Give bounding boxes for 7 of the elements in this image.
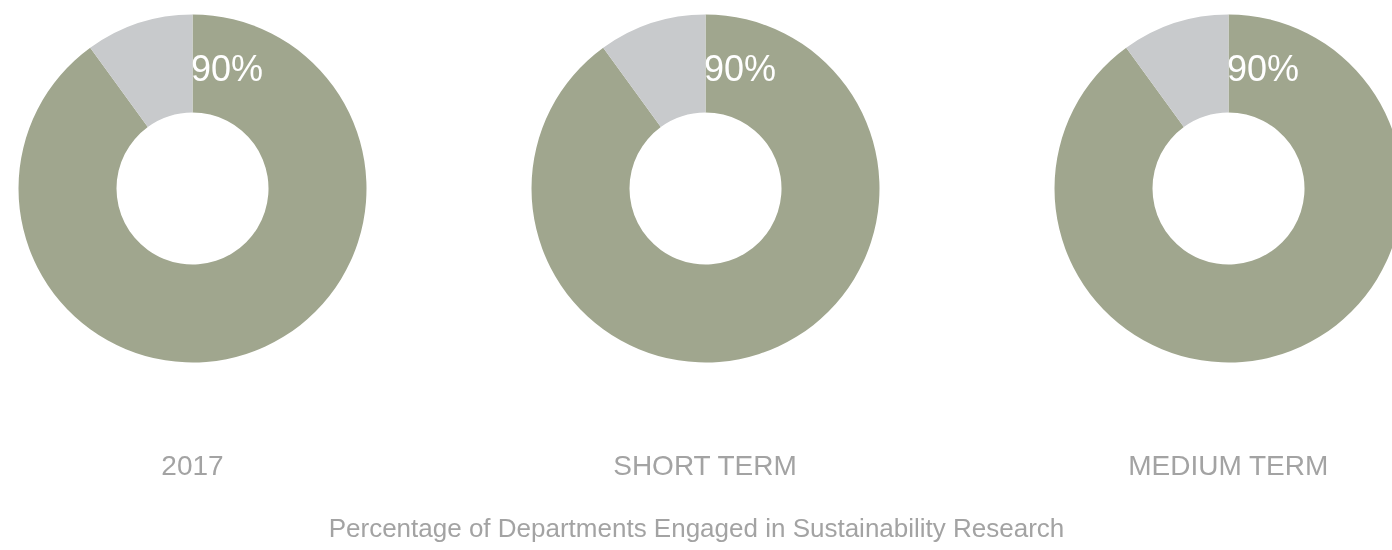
data-label: 90% <box>703 47 776 89</box>
text: SHORT TERM <box>613 450 797 481</box>
data-label: 90% <box>190 47 263 89</box>
text: Percentage of Departments Engaged in Sustainability Research <box>328 512 1065 543</box>
data-label: 90% <box>1226 47 1299 89</box>
text: 2017 <box>161 450 224 481</box>
text: MEDIUM TERM <box>1128 450 1329 481</box>
